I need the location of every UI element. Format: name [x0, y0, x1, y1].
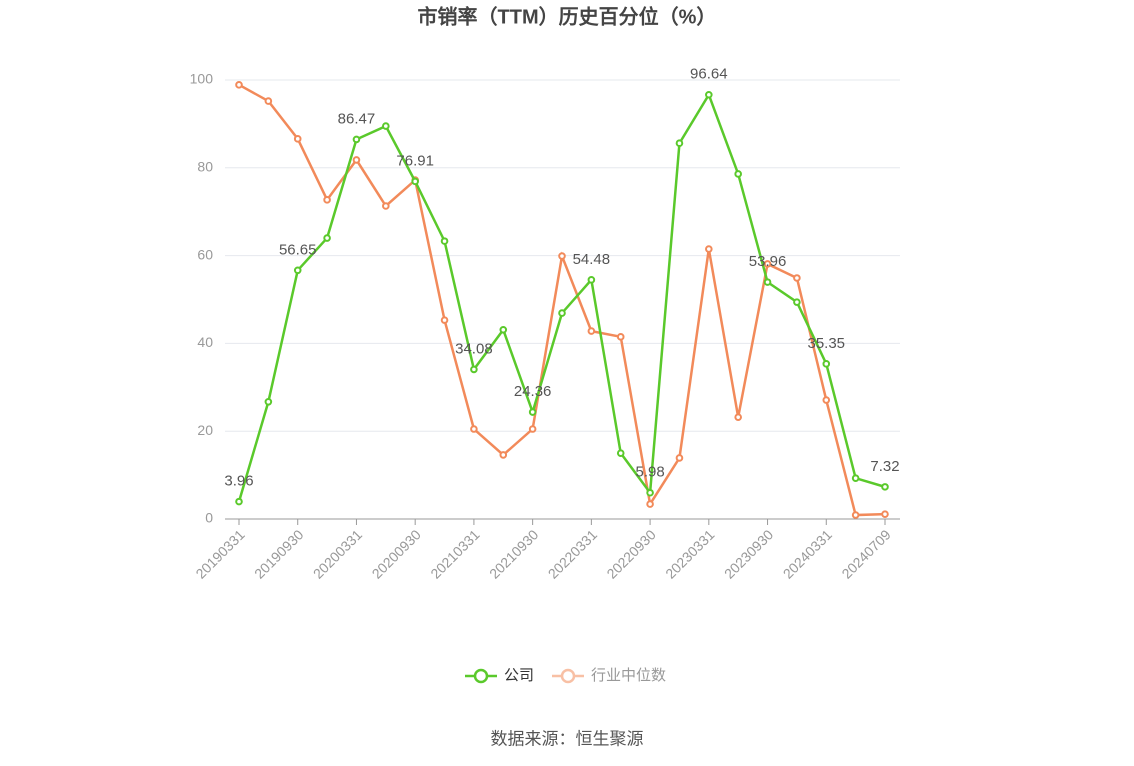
x-tick-label: 20190930 [251, 526, 307, 582]
data-label: 76.91 [396, 152, 434, 169]
data-label: 96.64 [690, 66, 728, 83]
x-tick-label: 20220930 [603, 526, 659, 582]
data-label: 86.47 [338, 110, 376, 127]
y-tick-label: 20 [197, 422, 213, 438]
x-tick-label: 20200331 [310, 526, 366, 582]
y-tick-label: 60 [197, 246, 213, 262]
point [528, 425, 537, 433]
source: 数据来源：恒生聚源 [491, 729, 644, 748]
line [237, 91, 886, 502]
x-tick-label: 20240709 [838, 526, 894, 582]
point [264, 97, 273, 105]
point [822, 360, 831, 368]
x-tick-label: 20230930 [721, 526, 777, 582]
point [587, 327, 596, 335]
point [851, 474, 860, 482]
point [558, 252, 566, 260]
legend-marker [473, 668, 489, 684]
data-label: 7.32 [870, 458, 899, 475]
data-label: 53.96 [749, 253, 787, 270]
data-label: 3.96 [224, 473, 253, 490]
point [470, 425, 478, 433]
x-tick-label: 20230331 [662, 526, 718, 582]
point [440, 316, 449, 324]
point [851, 511, 860, 519]
point [646, 500, 654, 508]
point [558, 309, 566, 317]
point [881, 510, 889, 518]
point [587, 276, 596, 284]
point [646, 488, 654, 497]
point [616, 449, 625, 457]
point [323, 196, 331, 204]
point [763, 260, 772, 268]
point [499, 451, 508, 459]
y-tick-label: 0 [205, 510, 213, 526]
point [323, 234, 331, 242]
data-label: 5.98 [635, 464, 664, 481]
data-label: 24.36 [514, 383, 552, 400]
x-tick-label: 20190331 [192, 526, 248, 582]
point [705, 90, 713, 99]
point [616, 333, 625, 341]
point [411, 177, 419, 186]
point [352, 135, 361, 144]
point [264, 397, 273, 406]
point [734, 170, 742, 178]
point [793, 274, 801, 282]
data-label: 56.65 [279, 241, 317, 258]
point [470, 365, 478, 374]
legend-label: 行业中位数 [591, 667, 666, 684]
point [528, 408, 537, 416]
point [235, 81, 243, 89]
point [822, 396, 831, 404]
point [499, 325, 508, 334]
point [382, 122, 390, 130]
x-tick-label: 20220331 [545, 526, 601, 582]
point [293, 266, 302, 275]
point [705, 245, 713, 253]
y-tick-label: 40 [197, 334, 213, 350]
data-label: 35.35 [807, 335, 845, 352]
point [440, 237, 449, 245]
x-tick-label: 20210930 [486, 526, 542, 582]
point [235, 497, 243, 506]
point [675, 454, 684, 462]
legend-marker [560, 668, 576, 684]
data-label: 54.48 [573, 251, 611, 268]
x-tick-label: 20200930 [369, 526, 425, 582]
point [793, 298, 801, 306]
legend-label: 公司 [504, 667, 534, 684]
point [382, 202, 390, 210]
data-label: 34.08 [455, 340, 493, 357]
x-tick-label: 20240331 [780, 526, 836, 582]
point [881, 483, 889, 491]
point [293, 135, 302, 143]
point [763, 278, 772, 286]
y-tick-label: 80 [197, 159, 213, 175]
chart-title: 市销率（TTM）历史百分位（%） [418, 4, 717, 28]
point [352, 156, 361, 164]
y-tick-label: 100 [190, 71, 214, 87]
x-tick-label: 20210331 [427, 526, 483, 582]
point [675, 139, 684, 148]
line [238, 83, 886, 517]
point [734, 413, 742, 421]
